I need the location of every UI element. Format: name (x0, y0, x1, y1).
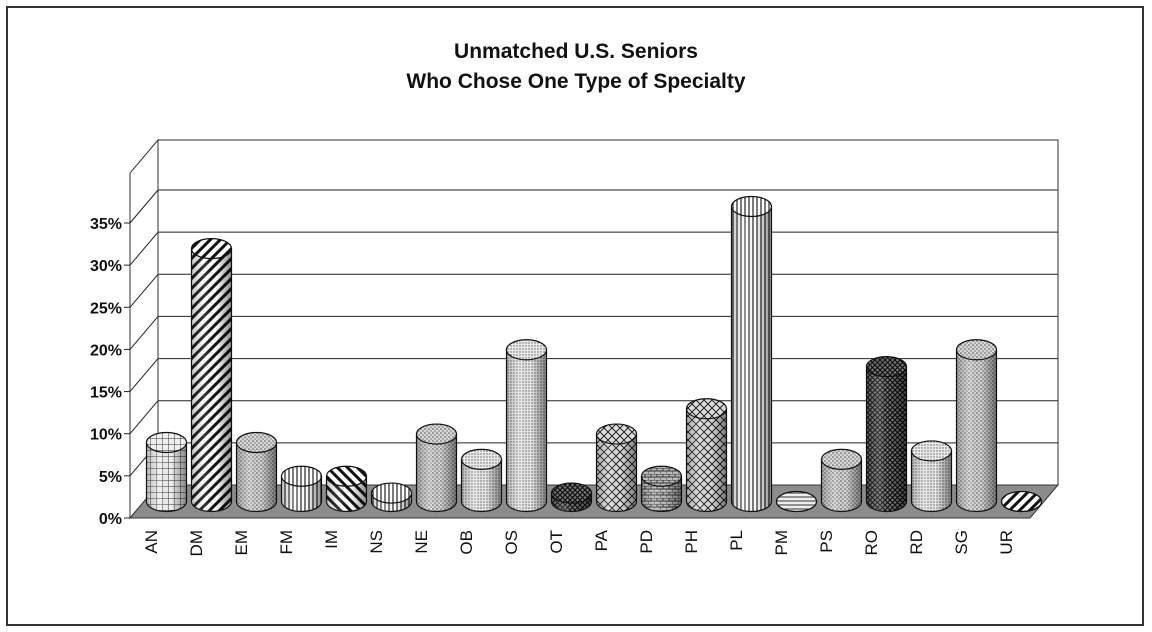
x-tick-label-an: AN (142, 530, 161, 554)
bar-top (460, 448, 503, 470)
x-tick-label-ro: RO (862, 530, 881, 556)
bar-top (370, 482, 413, 504)
bar-top (910, 440, 953, 462)
chart-title-line-2: Who Chose One Type of Specialty (406, 70, 746, 93)
bar-shade (596, 434, 637, 512)
x-tick-label-rd: RD (907, 530, 926, 555)
gridline-side (129, 189, 159, 224)
bar-top (595, 423, 638, 445)
x-tick-label-ps: PS (817, 530, 836, 553)
y-tick-label: 20% (90, 342, 122, 359)
x-tick-label-pl: PL (727, 530, 746, 551)
y-tick-label: 30% (90, 258, 122, 275)
x-tick-label-dm: DM (187, 530, 206, 556)
bar-top (640, 465, 683, 487)
bar-top (865, 356, 908, 378)
bar-top (415, 423, 458, 445)
x-tick-label-ur: UR (997, 530, 1016, 555)
x-tick-label-ne: NE (412, 530, 431, 554)
bar-top (325, 465, 368, 487)
x-tick-label-pm: PM (772, 530, 791, 556)
x-tick-label-sg: SG (952, 530, 971, 555)
bar-shade (911, 450, 952, 512)
x-tick-label-ph: PH (682, 530, 701, 554)
x-tick-label-em: EM (232, 530, 251, 556)
bar-top (190, 238, 233, 260)
bar-shade (416, 434, 457, 512)
y-tick-label: 0% (99, 511, 122, 528)
gridline-side (129, 358, 159, 392)
x-tick-label-im: IM (322, 530, 341, 549)
bar-top (685, 398, 728, 420)
bar-shade (146, 442, 187, 512)
bar-shade (461, 459, 502, 512)
bar-shade (236, 442, 277, 512)
x-tick-label-os: OS (502, 530, 521, 555)
gridline-side (129, 400, 159, 435)
gridline-side (129, 316, 159, 350)
bar-top (955, 339, 998, 361)
x-tick-label-ot: OT (547, 530, 566, 554)
bar-top (505, 339, 548, 361)
bar-shade (191, 248, 232, 512)
bar-shade (731, 206, 772, 512)
bar-shade (956, 349, 997, 512)
bar-shade (821, 459, 862, 512)
chart-title-line-1: Unmatched U.S. Seniors (454, 40, 698, 63)
bar-top (550, 482, 593, 504)
y-tick-label: 25% (90, 300, 122, 317)
bar-shade (866, 366, 907, 512)
bar-top (235, 431, 278, 454)
y-tick-label: 10% (90, 427, 122, 444)
bar-top (775, 490, 818, 513)
bar-shade (686, 408, 727, 512)
gridline-side (129, 231, 159, 266)
bar-top (730, 195, 773, 218)
x-tick-label-pa: PA (592, 529, 611, 551)
bar-shade (506, 349, 547, 512)
x-tick-label-ob: OB (457, 530, 476, 555)
y-tick-label: 15% (90, 385, 122, 402)
x-tick-label-ns: NS (367, 530, 386, 554)
y-tick-label: 35% (90, 216, 122, 233)
bar-top (820, 448, 863, 470)
y-tick-label: 5% (99, 469, 122, 486)
gridline-side (129, 273, 159, 308)
bar-top (1000, 490, 1043, 513)
bar-top (280, 465, 323, 487)
x-tick-label-pd: PD (637, 530, 656, 554)
bar-top (145, 431, 188, 454)
x-tick-label-fm: FM (277, 530, 296, 555)
